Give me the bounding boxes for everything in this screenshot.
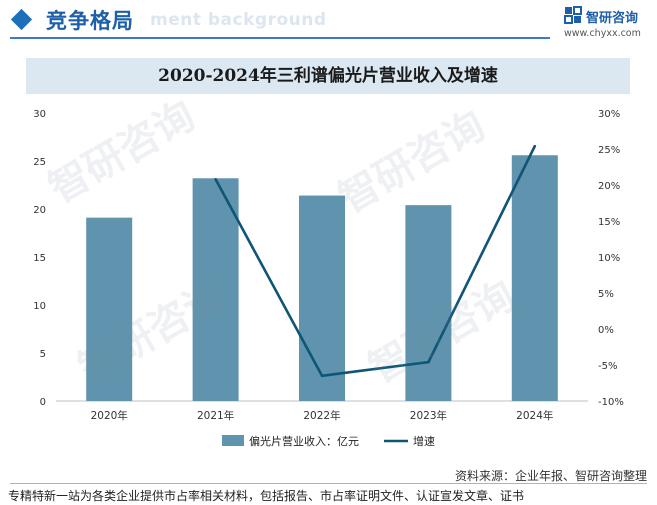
legend-label-growth: 增速	[413, 434, 435, 448]
y-right-tick-label: 30%	[598, 109, 620, 120]
x-tick-label: 2023年	[410, 409, 447, 422]
point-growth	[533, 144, 537, 148]
brand-name: 智研咨询	[586, 11, 639, 26]
bar-revenue	[299, 195, 345, 401]
bar-revenue	[511, 155, 558, 401]
y-right-tick-label: 0%	[598, 325, 614, 336]
y-left-tick-label: 10	[33, 301, 46, 312]
bar-revenue	[405, 205, 452, 401]
x-tick-label: 2022年	[303, 409, 340, 422]
line-growth	[214, 145, 536, 378]
x-tick-label: 2021年	[197, 409, 234, 422]
chart-title-bar: 2020-2024年三利谱偏光片营业收入及增速	[26, 58, 630, 94]
header-ghost-text: ment background	[150, 10, 327, 30]
point-growth	[214, 177, 217, 181]
bar-revenue	[192, 178, 239, 401]
bar-revenue	[86, 217, 133, 401]
y-left-tick-label: 20	[33, 205, 46, 216]
y-left-tick-label: 5	[40, 349, 46, 360]
y-left-tick-label: 0	[40, 397, 46, 408]
x-tick-label: 2020年	[91, 409, 128, 422]
y-right-tick-label: -10%	[598, 397, 624, 408]
y-left-tick-label: 15	[33, 253, 46, 264]
section-title: 竞争格局	[46, 9, 134, 33]
y-right-tick-label: -5%	[598, 361, 617, 372]
x-tick-label: 2024年	[516, 409, 553, 422]
header: ment background 竞争格局 智研咨询 www.chyxx.com	[0, 0, 657, 40]
footer-divider	[10, 483, 647, 484]
y-right-tick-label: 25%	[598, 145, 620, 156]
point-growth	[427, 360, 430, 364]
point-growth	[320, 374, 324, 378]
y-right-tick-label: 15%	[598, 217, 620, 228]
y-right-tick-label: 5%	[598, 289, 614, 300]
legend-label-revenue: 偏光片营业收入：亿元	[249, 434, 359, 448]
y-right-tick-label: 10%	[598, 253, 620, 264]
source-note: 资料来源：企业年报、智研咨询整理	[454, 469, 647, 483]
brand-logo-icon	[564, 6, 582, 24]
chart-title: 2020-2024年三利谱偏光片营业收入及增速	[158, 66, 498, 86]
brand: 智研咨询 www.chyxx.com	[564, 6, 654, 40]
y-left-tick-label: 25	[33, 157, 46, 168]
header-divider	[10, 37, 550, 39]
brand-url: www.chyxx.com	[564, 28, 641, 39]
footer-tagline: 专精特新一站为各类企业提供市占率相关材料，包括报告、市占率证明文件、认证宣发文章…	[8, 489, 525, 503]
y-right-tick-label: 20%	[598, 181, 620, 192]
y-left-tick-label: 30	[33, 109, 46, 120]
legend-swatch-revenue	[222, 435, 244, 446]
